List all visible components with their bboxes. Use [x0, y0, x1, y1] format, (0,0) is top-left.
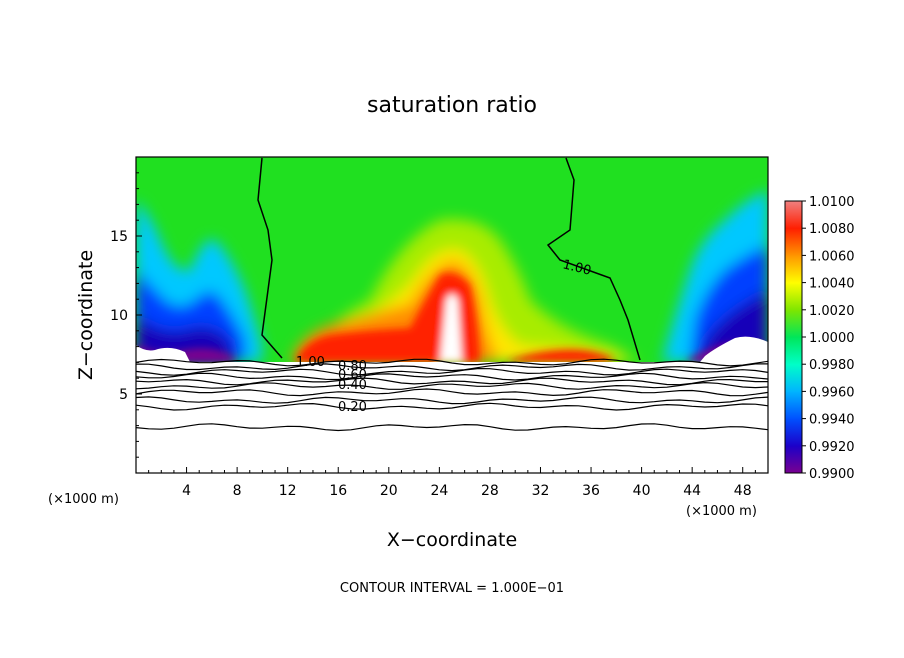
- x-unit-right: (×1000 m): [686, 504, 757, 519]
- y-tick-label: 5: [119, 387, 128, 403]
- colorbar-segment: [785, 282, 802, 311]
- colorbar-segment: [785, 309, 802, 338]
- x-tick-label: 4: [182, 483, 191, 499]
- contour-line: [135, 372, 769, 381]
- colorbar-tick-label: 1.0060: [809, 249, 855, 264]
- lower-red-band: [505, 349, 612, 362]
- colorbar-tick-label: 1.0100: [809, 195, 855, 210]
- x-tick-label: 24: [430, 483, 448, 499]
- contour-label-1-00-low: 1.00: [296, 355, 325, 370]
- contour-label-0-20: 0.20: [338, 400, 367, 415]
- colorbar-tick-label: 0.9960: [809, 385, 855, 400]
- colorbar-tick-label: 1.0020: [809, 304, 855, 319]
- contour-line: [135, 381, 769, 390]
- contour-line: [135, 402, 769, 411]
- x-tick-label: 40: [633, 483, 651, 499]
- y-tick-label: 10: [110, 308, 128, 324]
- x-tick-label: 48: [734, 483, 752, 499]
- colorbar-tick-label: 0.9940: [809, 413, 855, 428]
- colorbar-segment: [785, 364, 802, 392]
- x-tick-label: 36: [582, 483, 600, 499]
- x-tick-label: 16: [329, 483, 347, 499]
- contour-line: [135, 377, 768, 386]
- colorbar: 1.0100 1.0080 1.0060 1.0040 1.0020 1.0000 0.99…: [784, 195, 855, 482]
- colorbar-tick-label: 1.0080: [809, 222, 855, 237]
- contour-line: [135, 423, 769, 432]
- colorbar-tick-label: 0.9900: [809, 467, 855, 482]
- colorbar-segment: [785, 391, 802, 420]
- low-contours: [135, 358, 769, 432]
- x-unit-left: (×1000 m): [48, 492, 119, 507]
- contour-interval-note: CONTOUR INTERVAL = 1.000E−01: [340, 581, 564, 596]
- contour-line: [135, 388, 769, 397]
- colorbar-segment: [785, 255, 802, 284]
- x-tick-label: 20: [380, 483, 398, 499]
- y-axis-ticks: 5 10 15: [110, 172, 142, 458]
- colorbar-tick-label: 1.0000: [809, 331, 855, 346]
- contour-line: [135, 396, 769, 405]
- contour-1-00-right: [546, 157, 641, 361]
- chart-title: saturation ratio: [367, 93, 537, 118]
- x-tick-label: 44: [683, 483, 701, 499]
- below-contour-band: [136, 362, 768, 473]
- y-tick-label: 15: [110, 229, 128, 245]
- x-axis-label: X−coordinate: [387, 529, 517, 551]
- colorbar-segment: [785, 228, 802, 256]
- supersaturated-core: [440, 294, 462, 362]
- x-tick-label: 32: [532, 483, 550, 499]
- contour-1-00-left: [257, 157, 283, 359]
- colorbar-segment: [785, 201, 802, 229]
- x-tick-label: 8: [233, 483, 242, 499]
- contour-line: [135, 358, 769, 367]
- y-axis-label: Z−coordinate: [75, 250, 97, 380]
- colorbar-tick-label: 0.9980: [809, 358, 855, 373]
- colorbar-segment: [785, 445, 802, 474]
- colorbar-tick-label: 1.0040: [809, 277, 855, 292]
- colorbar-tick-label: 0.9920: [809, 440, 855, 455]
- right-white-gap: [700, 336, 768, 362]
- contour-label-0-80: 0.80: [338, 359, 367, 374]
- x-tick-label: 28: [481, 483, 499, 499]
- x-tick-label: 12: [279, 483, 297, 499]
- contour-label-1-00-top: 1.00: [561, 257, 593, 279]
- colorbar-segment: [785, 337, 802, 365]
- contour-line: [135, 367, 769, 376]
- peak-red-region: [295, 272, 480, 362]
- contour-line: [135, 363, 768, 372]
- contour-label-0-60: 0.60: [338, 368, 367, 383]
- heatmap-field: [136, 157, 768, 473]
- contour-label-0-40: 0.40: [338, 378, 367, 393]
- colorbar-segment: [785, 418, 802, 447]
- x-axis-ticks: 4 8 12 16 20 24 28 32 36 40 44 48: [148, 467, 756, 499]
- left-white-gap: [136, 345, 190, 362]
